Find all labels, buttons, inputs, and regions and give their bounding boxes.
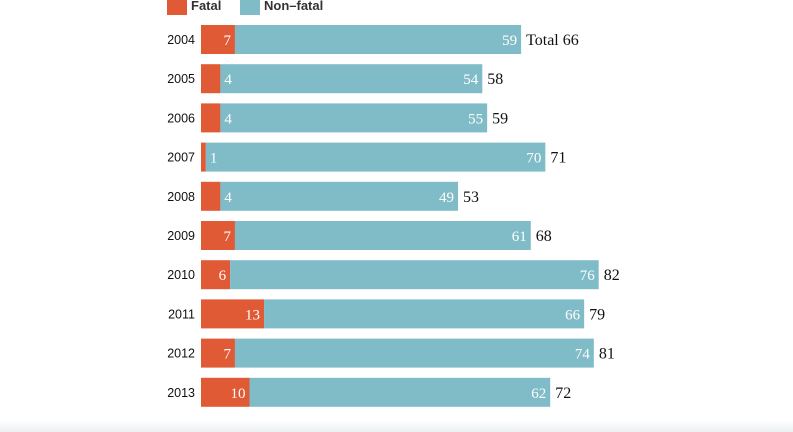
total-label: Total 66 [526,32,579,49]
total-value: 68 [536,228,552,245]
total-value: 66 [563,32,579,49]
total-value: 71 [550,150,566,167]
total-value: 72 [555,385,571,402]
total-label: 59 [492,110,508,127]
bar-fatal [201,103,221,133]
legend-swatch-0 [167,0,187,15]
fatal-value-label: 7 [223,347,231,363]
fatal-value-label: 6 [219,268,227,284]
year-label: 2008 [167,190,195,204]
year-label: 2010 [167,268,195,282]
bars: 2004 7 59 Total 66 2005 4 54 58 2006 4 55 59 2007 1 70… [167,25,620,407]
bar-fatal [201,64,221,94]
total-value: 58 [487,71,503,88]
bar-non-fatal [264,299,585,329]
fatal-value-label: 10 [231,386,246,402]
non-fatal-value-label: 55 [468,111,483,127]
non-fatal-value-label: 49 [439,190,454,206]
total-label: 71 [550,150,566,167]
bar-non-fatal [234,221,531,250]
year-label: 2009 [167,229,195,243]
fatal-value-label: 4 [224,111,232,127]
bar-non-fatal [220,64,483,94]
total-value: 82 [604,267,620,284]
bar-fatal [201,142,206,172]
fatal-value-label: 13 [245,307,260,323]
bar-non-fatal [220,181,459,211]
legend-label-1: Non–fatal [264,0,323,13]
bar-fatal [201,25,235,54]
legend-swatch-1 [240,0,260,15]
total-prefix: Total [526,32,559,49]
non-fatal-value-label: 54 [463,72,479,88]
bar-non-fatal [230,260,599,290]
year-label: 2013 [167,386,195,400]
non-fatal-value-label: 61 [512,229,527,245]
bar-non-fatal [234,338,594,368]
non-fatal-value-label: 70 [526,151,541,167]
bar-fatal [201,377,250,407]
total-value: 59 [492,110,508,127]
bar-non-fatal [249,377,551,407]
legend-label-0: Fatal [191,0,221,13]
year-label: 2011 [168,307,195,321]
bottom-shade [0,420,793,432]
fatal-value-label: 4 [224,72,232,88]
year-label: 2007 [167,151,195,165]
total-value: 79 [589,306,605,323]
total-label: 58 [487,71,503,88]
bar-fatal [201,181,221,211]
non-fatal-value-label: 59 [502,33,517,49]
fatal-value-label: 7 [223,229,231,245]
fatal-value-label: 4 [224,190,232,206]
fatal-value-label: 7 [223,33,231,49]
bar-non-fatal [205,142,546,172]
total-label: 79 [589,306,605,323]
bar-fatal [201,260,231,290]
non-fatal-value-label: 62 [531,386,546,402]
fatal-value-label: 1 [210,151,218,167]
bar-fatal [201,338,235,368]
bar-fatal [201,221,235,250]
year-label: 2004 [167,33,195,47]
total-value: 53 [463,189,479,206]
non-fatal-value-label: 74 [575,347,591,363]
total-label: 72 [555,385,571,402]
bar-non-fatal [234,25,522,54]
non-fatal-value-label: 66 [565,307,581,323]
bar-fatal [201,299,265,329]
year-label: 2005 [167,72,195,86]
legend: Fatal Non–fatal [167,0,323,15]
bar-non-fatal [220,103,488,133]
year-label: 2006 [167,111,195,125]
non-fatal-value-label: 76 [580,268,596,284]
total-label: 81 [599,346,615,363]
total-label: 82 [604,267,620,284]
year-label: 2012 [167,347,195,361]
total-value: 81 [599,346,615,363]
total-label: 68 [536,228,552,245]
total-label: 53 [463,189,479,206]
